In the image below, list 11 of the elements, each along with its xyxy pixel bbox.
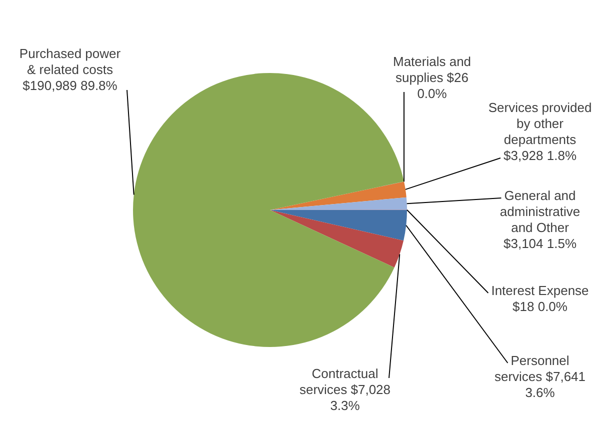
slice-label: Contractual services $7,028 3.3% [299,366,391,414]
slice-label: Interest Expense [491,283,589,298]
slice-label: Purchased power & related costs [19,46,122,78]
data-label: $3,928 1.8% [503,148,577,164]
slice-label: Personnel services $7,641 3.6% [494,353,586,400]
slice-label: Materials and supplies $26 0.0% [392,54,472,102]
data-label: $3,104 1.5% [503,236,577,252]
slice-label: Services provided by other departments [488,100,592,148]
data-label: $190,989 89.8% [22,78,118,94]
slice-label: General and administrative and Other [500,188,580,236]
data-label: $18 0.0% [512,299,568,314]
